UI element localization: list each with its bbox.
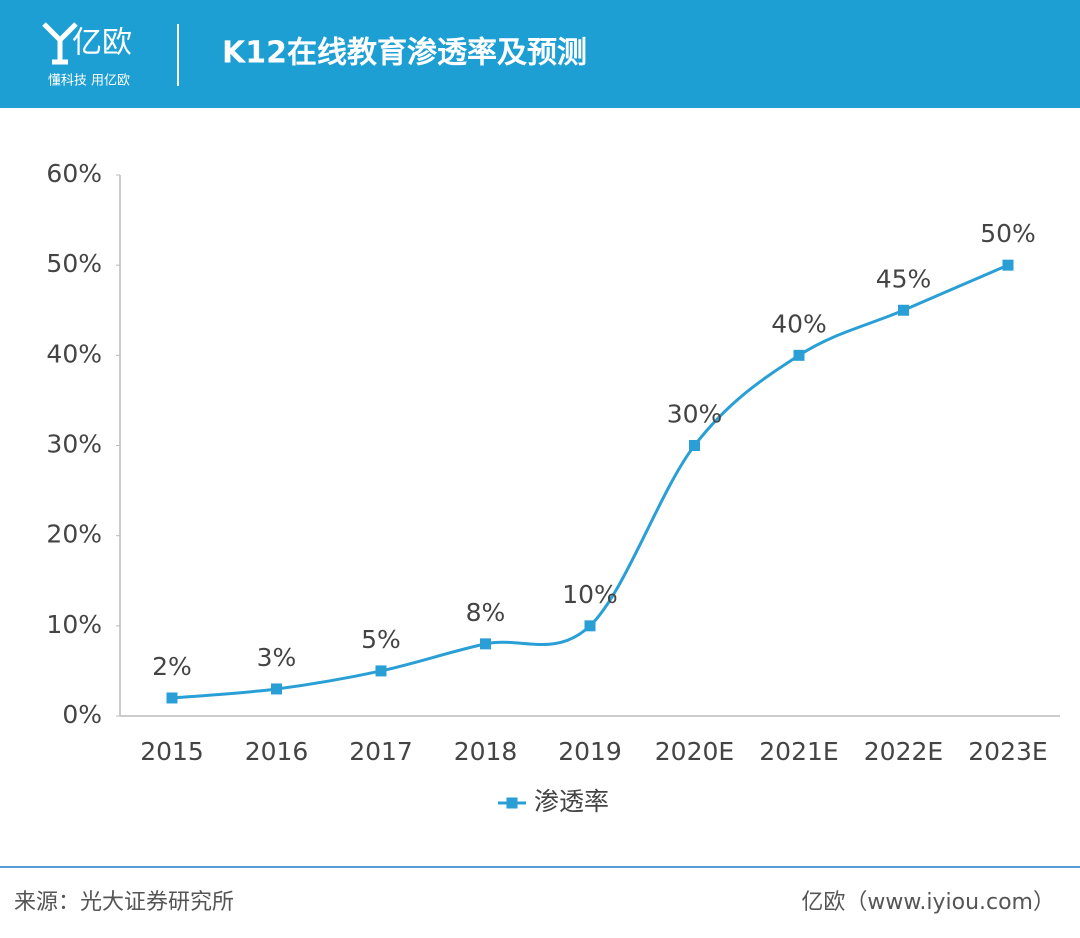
point <box>584 620 596 632</box>
y-tick-label: 30% <box>46 430 102 459</box>
chart-title: K12在线教育渗透率及预测 <box>222 36 587 71</box>
footer-source: 来源：光大证券研究所 <box>14 890 234 915</box>
legend-label: 渗透率 <box>534 787 609 816</box>
x-tick-label: 2015 <box>140 737 204 766</box>
x-tick-label: 2017 <box>349 737 413 766</box>
point <box>793 349 805 361</box>
point <box>375 665 387 677</box>
header-bar <box>0 0 1080 108</box>
y-tick-label: 10% <box>46 610 102 639</box>
x-tick-label: 2020E <box>655 737 734 766</box>
point <box>166 692 178 704</box>
y-tick-label: 0% <box>62 700 102 729</box>
data-label: 8% <box>466 598 506 627</box>
data-label: 50% <box>980 219 1036 248</box>
point <box>271 683 282 695</box>
legend-marker <box>506 797 518 809</box>
x-tick-label: 2021E <box>759 737 838 766</box>
y-tick-label: 60% <box>46 159 102 188</box>
logo-icon <box>42 22 78 65</box>
y-tick-label: 50% <box>46 249 102 278</box>
point <box>480 638 491 650</box>
x-tick-label: 2018 <box>454 737 518 766</box>
point <box>689 440 700 451</box>
point <box>1002 259 1014 271</box>
data-label: 45% <box>876 264 932 293</box>
y-tick-label: 20% <box>46 520 102 549</box>
data-label: 30% <box>667 400 723 429</box>
data-label: 10% <box>562 580 618 609</box>
y-tick-label: 40% <box>46 339 102 368</box>
x-tick-label: 2019 <box>558 737 622 766</box>
x-tick-label: 2016 <box>245 737 309 766</box>
data-label: 3% <box>257 643 297 672</box>
data-label: 2% <box>152 652 192 681</box>
line <box>171 263 1009 700</box>
x-tick-label: 2023E <box>968 737 1047 766</box>
x-tick-label: 2022E <box>864 737 943 766</box>
footer-credit: 亿欧（www.iyiou.com） <box>801 890 1055 915</box>
data-label: 5% <box>361 625 401 654</box>
logo-slogan: 懂科技 用亿欧 <box>48 74 130 89</box>
data-label: 40% <box>771 309 827 338</box>
logo-text: 亿欧 <box>72 26 132 61</box>
point <box>898 304 909 316</box>
